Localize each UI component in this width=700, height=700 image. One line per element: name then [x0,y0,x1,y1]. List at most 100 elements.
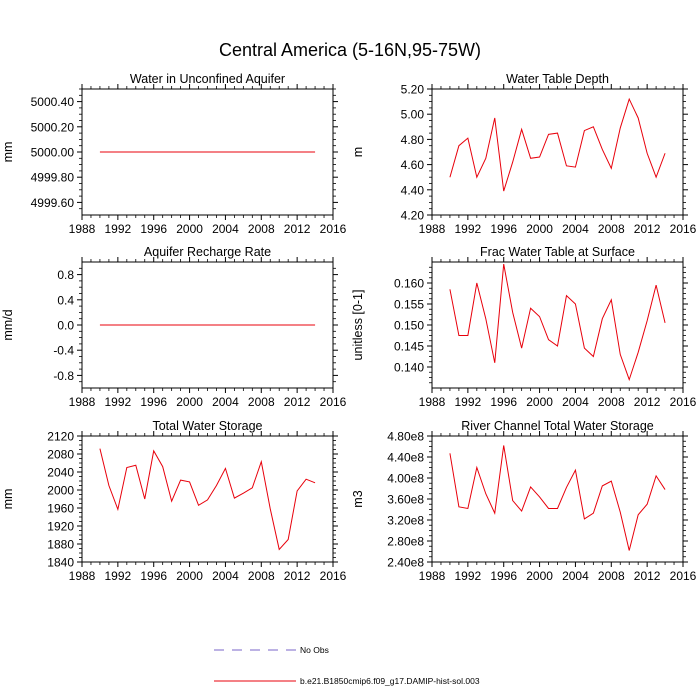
y-tick-label: 4.20 [401,209,425,223]
x-tick-label: 2004 [562,569,589,583]
x-tick-label: 2008 [598,222,625,236]
x-tick-label: 2000 [526,395,553,409]
legend-label: No Obs [300,645,329,655]
panel-title: Water Table Depth [506,72,609,86]
y-tick-label: 4.40e8 [387,451,424,465]
x-tick-label: 1996 [490,395,517,409]
x-tick-label: 2016 [670,395,697,409]
x-tick-label: 2016 [320,222,347,236]
x-tick-label: 1996 [490,569,517,583]
chart-panel: Water Table Depth m 1988 1992 1996 2000 2004 20… [351,72,697,236]
y-tick-label: 4999.80 [31,171,75,185]
chart-panel: Frac Water Table at Surface unitless [0-1… [351,245,697,409]
x-tick-label: 1996 [490,222,517,236]
y-tick-label: 2.80e8 [387,535,424,549]
y-tick-label: 3.60e8 [387,493,424,507]
panel-title: River Channel Total Water Storage [461,419,654,433]
series-line [449,445,666,551]
x-tick-label: 2016 [320,395,347,409]
y-tick-label: 0.150 [394,319,424,333]
series-line [99,448,316,551]
x-tick-label: 2012 [284,395,311,409]
x-tick-label: 2012 [634,222,661,236]
x-tick-label: 1992 [455,395,482,409]
chart-panel: Water in Unconfined Aquifer mm 1988 1992 199… [1,72,347,236]
chart-panels: Water in Unconfined Aquifer mm 1988 1992 199… [1,72,697,583]
y-axis-label: mm/d [1,309,15,340]
y-tick-label: 0.155 [394,298,424,312]
plot-frame [431,88,684,216]
x-tick-label: 1992 [455,222,482,236]
x-tick-label: 2016 [320,569,347,583]
y-tick-label: -0.8 [53,369,74,383]
y-axis-label: unitless [0-1] [351,290,365,361]
y-tick-label: 1920 [47,520,74,534]
y-tick-label: 3.20e8 [387,514,424,528]
x-tick-label: 2008 [248,569,275,583]
x-tick-label: 1992 [455,569,482,583]
y-tick-label: 4.40 [401,183,425,197]
y-tick-label: 2040 [47,466,74,480]
x-tick-label: 1988 [419,569,446,583]
x-tick-label: 1988 [69,395,96,409]
x-tick-label: 2004 [212,395,239,409]
x-tick-label: 1996 [140,569,167,583]
y-tick-label: -0.4 [53,344,74,358]
y-tick-label: 4.80 [401,133,425,147]
x-tick-label: 1992 [105,395,132,409]
x-tick-label: 1988 [69,569,96,583]
y-tick-label: 0.4 [57,293,74,307]
legend-label: b.e21.B1850cmip6.f09_g17.DAMIP-hist-sol.… [300,676,480,686]
y-tick-label: 4999.60 [31,196,75,210]
x-tick-label: 2008 [598,569,625,583]
y-tick-label: 5000.20 [31,120,75,134]
y-tick-label: 1960 [47,502,74,516]
x-tick-label: 1996 [140,222,167,236]
y-tick-label: 5.00 [401,108,425,122]
y-tick-label: 4.60 [401,158,425,172]
x-tick-label: 1988 [419,222,446,236]
y-axis-label: m [351,147,365,157]
x-tick-label: 2004 [212,222,239,236]
x-tick-label: 2000 [176,395,203,409]
panel-title: Frac Water Table at Surface [480,245,635,259]
y-tick-label: 1840 [47,556,74,570]
y-axis-label: mm [1,142,15,163]
x-tick-label: 2008 [248,222,275,236]
y-tick-label: 2120 [47,430,74,444]
x-tick-label: 1988 [69,222,96,236]
panel-title: Water in Unconfined Aquifer [130,72,285,86]
y-tick-label: 2.40e8 [387,556,424,570]
y-tick-label: 0.140 [394,361,424,375]
chart-panel: Aquifer Recharge Rate mm/d 1988 1992 1996 200… [1,245,347,409]
y-tick-label: 5000.40 [31,95,75,109]
y-axis-label: mm [1,489,15,510]
x-tick-label: 2000 [176,222,203,236]
x-tick-label: 2000 [526,569,553,583]
x-tick-label: 2004 [562,395,589,409]
series-line [449,97,666,192]
x-tick-label: 2008 [248,395,275,409]
x-tick-label: 2012 [634,395,661,409]
x-tick-label: 2000 [176,569,203,583]
x-tick-label: 2008 [598,395,625,409]
x-tick-label: 2000 [526,222,553,236]
y-tick-label: 4.00e8 [387,472,424,486]
x-tick-label: 1992 [105,569,132,583]
chart-panel: Total Water Storage mm 1988 1992 1996 2000 200… [1,419,347,583]
x-tick-label: 2004 [562,222,589,236]
x-tick-label: 2012 [284,222,311,236]
x-tick-label: 2012 [634,569,661,583]
y-tick-label: 5.20 [401,83,425,97]
y-tick-label: 0.145 [394,340,424,354]
y-tick-label: 2000 [47,484,74,498]
x-tick-label: 1988 [419,395,446,409]
chart-panel: River Channel Total Water Storage m3 1988 1… [351,419,697,583]
y-tick-label: 4.80e8 [387,430,424,444]
y-tick-label: 0.160 [394,277,424,291]
legend: No Obs b.e21.B1850cmip6.f09_g17.DAMIP-his… [214,645,480,686]
panel-title: Total Water Storage [152,419,262,433]
x-tick-label: 2012 [284,569,311,583]
y-tick-label: 0.8 [57,268,74,282]
